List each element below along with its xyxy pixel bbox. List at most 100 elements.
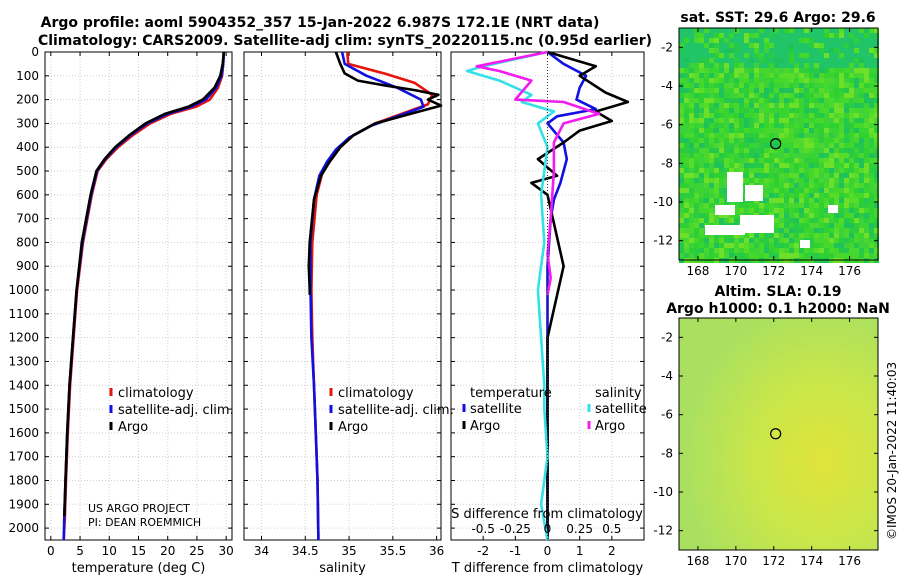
sst-pixel (754, 143, 759, 148)
sst-pixel (834, 88, 839, 93)
sst-pixel (694, 228, 699, 233)
sst-pixel (744, 93, 749, 98)
sst-pixel (814, 28, 819, 33)
sst-pixel (689, 88, 694, 93)
sst-pixel (759, 178, 764, 183)
sst-pixel (854, 153, 859, 158)
sst-pixel (819, 188, 824, 193)
sst-pixel (844, 238, 849, 243)
sst-pixel (709, 58, 714, 63)
sst-pixel (799, 213, 804, 218)
sst-pixel (774, 128, 779, 133)
sst-pixel (864, 33, 869, 38)
sst-pixel (739, 163, 744, 168)
sst-pixel (789, 188, 794, 193)
sst-pixel (814, 108, 819, 113)
sst-pixel (774, 143, 779, 148)
sst-pixel (834, 63, 839, 68)
sst-pixel (834, 153, 839, 158)
sst-pixel (789, 253, 794, 258)
sst-pixel (854, 43, 859, 48)
sst-pixel (809, 48, 814, 53)
sst-pixel (769, 248, 774, 253)
missing-data-gap (715, 205, 735, 215)
sst-pixel (769, 243, 774, 248)
sst-pixel (804, 248, 809, 253)
sst-pixel (749, 138, 754, 143)
sst-pixel (864, 83, 869, 88)
sst-pixel (854, 218, 859, 223)
sst-pixel (699, 118, 704, 123)
sst-pixel (804, 73, 809, 78)
sst-pixel (844, 168, 849, 173)
sst-pixel (839, 133, 844, 138)
sst-pixel (749, 173, 754, 178)
sst-pixel (694, 158, 699, 163)
sst-pixel (719, 193, 724, 198)
sst-pixel (874, 203, 879, 208)
sst-pixel (874, 98, 879, 103)
sst-pixel (854, 248, 859, 253)
sst-pixel (814, 83, 819, 88)
sst-pixel (869, 38, 874, 43)
sst-pixel (699, 138, 704, 143)
sst-pixel (834, 138, 839, 143)
sst-pixel (734, 233, 739, 238)
sst-pixel (814, 223, 819, 228)
sst-pixel (819, 143, 824, 148)
sst-pixel (849, 78, 854, 83)
sst-pixel (814, 198, 819, 203)
sst-pixel (759, 243, 764, 248)
sst-pixel (804, 48, 809, 53)
sst-pixel (699, 173, 704, 178)
y-tick-label: -6 (661, 408, 673, 422)
sst-pixel (789, 28, 794, 33)
sst-pixel (764, 178, 769, 183)
sst-pixel (759, 123, 764, 128)
sst-pixel (789, 53, 794, 58)
sst-pixel (839, 168, 844, 173)
sst-pixel (794, 238, 799, 243)
sst-pixel (734, 143, 739, 148)
sst-pixel (774, 253, 779, 258)
sst-pixel (749, 148, 754, 153)
sst-pixel (824, 123, 829, 128)
project-line2: PI: DEAN ROEMMICH (88, 516, 201, 529)
sst-pixel (694, 43, 699, 48)
sst-pixel (794, 173, 799, 178)
sst-pixel (859, 233, 864, 238)
sst-pixel (784, 198, 789, 203)
sst-pixel (779, 78, 784, 83)
sst-pixel (824, 118, 829, 123)
sst-pixel (799, 138, 804, 143)
sst-pixel (814, 118, 819, 123)
sst-pixel (759, 63, 764, 68)
sst-pixel (829, 28, 834, 33)
sst-pixel (764, 153, 769, 158)
sst-pixel (694, 208, 699, 213)
sst-pixel (744, 163, 749, 168)
sst-pixel (804, 183, 809, 188)
sst-pixel (789, 178, 794, 183)
sst-pixel (829, 153, 834, 158)
sst-pixel (849, 28, 854, 33)
sst-pixel (714, 113, 719, 118)
sst-pixel (709, 113, 714, 118)
sst-pixel (804, 108, 809, 113)
sst-pixel (714, 183, 719, 188)
sst-pixel (829, 178, 834, 183)
sst-pixel (684, 153, 689, 158)
sst-pixel (809, 153, 814, 158)
sst-pixel (844, 213, 849, 218)
legend-label: satellite-adj. clim. (338, 403, 454, 418)
sst-pixel (784, 88, 789, 93)
sst-pixel (724, 68, 729, 73)
sst-pixel (789, 118, 794, 123)
sst-pixel (739, 93, 744, 98)
sst-pixel (809, 183, 814, 188)
sst-pixel (844, 133, 849, 138)
y-tick-label: -10 (653, 485, 673, 499)
sst-pixel (814, 78, 819, 83)
sst-pixel (799, 103, 804, 108)
